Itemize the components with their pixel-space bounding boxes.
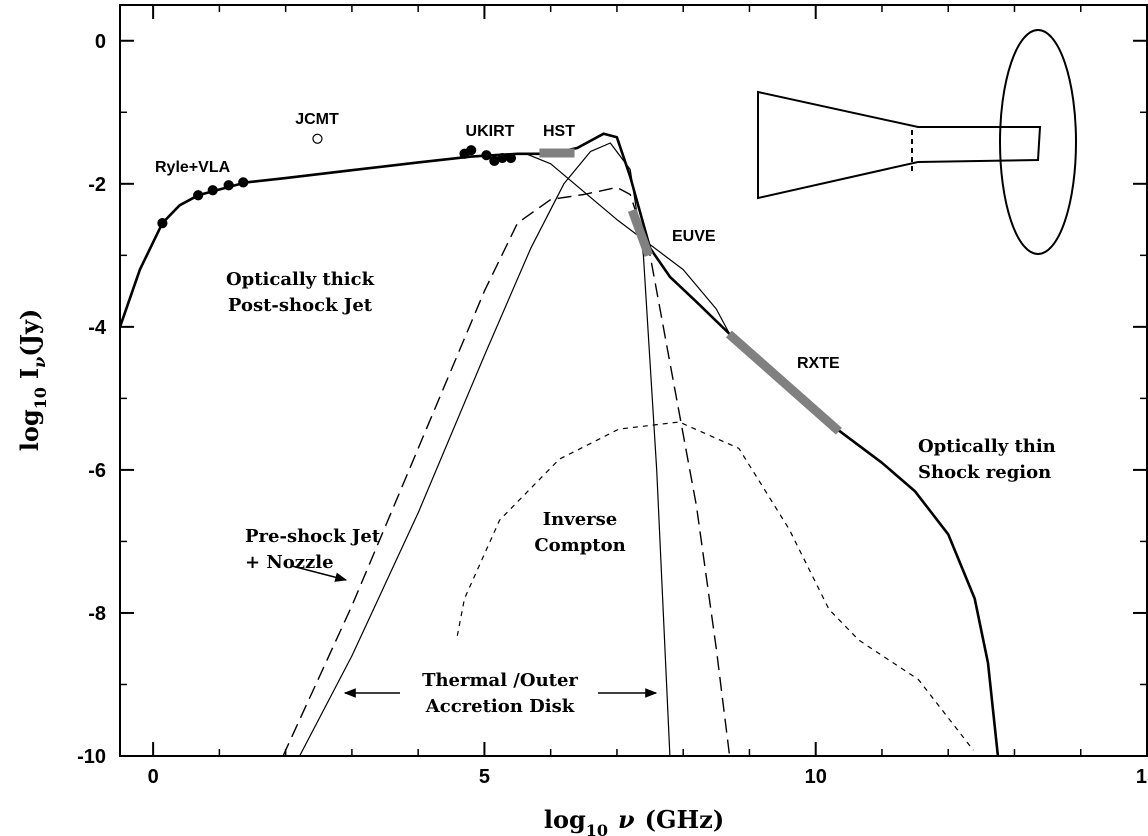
y-title-part: 10	[31, 387, 50, 409]
y-title-part: ν	[30, 357, 49, 368]
annotation: Accretion Disk	[425, 696, 575, 717]
annotation: Thermal /Outer	[422, 670, 578, 691]
annotation: Optically thin	[918, 436, 1056, 457]
instrument-band	[627, 208, 653, 257]
data-point	[193, 190, 204, 201]
disk-shape	[999, 29, 1077, 255]
arrow	[291, 565, 348, 582]
y-tick-label: -6	[88, 460, 106, 482]
plot-frame	[119, 4, 1148, 757]
x-tick-label: 0	[148, 766, 159, 788]
x-tick-label: 10	[805, 766, 827, 788]
series-label: RXTE	[797, 355, 840, 372]
x-title-part: (GHz)	[645, 805, 725, 834]
data-point	[223, 180, 234, 191]
data-point	[157, 218, 168, 229]
data-point	[505, 152, 517, 164]
y-title-part: log	[15, 409, 44, 451]
data-point	[466, 145, 477, 156]
annotation: Shock region	[918, 462, 1051, 483]
model-curve	[120, 132, 1000, 756]
series-label: Ryle+VLA	[155, 159, 231, 176]
model-curve	[523, 152, 731, 335]
inset-diagram	[757, 29, 1077, 255]
jet-shape	[757, 90, 1042, 200]
x-tick-label: 5	[479, 766, 490, 788]
data-point	[238, 177, 249, 188]
series-label: EUVE	[672, 228, 716, 245]
data-point	[497, 152, 508, 164]
x-tick-label: 15	[1136, 766, 1148, 788]
annotation: Compton	[534, 535, 625, 556]
y-title-part: (Jy)	[15, 309, 44, 357]
model-curve	[299, 142, 671, 756]
x-axis-title: log10 ν (GHz)	[544, 805, 724, 836]
y-tick-label: -10	[77, 746, 106, 768]
annotation: Post-shock Jet	[228, 295, 373, 316]
y-tick-label: -2	[88, 174, 106, 196]
instrument-band	[725, 330, 842, 435]
series-label: UKIRT	[466, 123, 515, 140]
data-point	[312, 133, 323, 144]
annotation: Pre-shock Jet	[245, 526, 381, 547]
x-title-part: ν	[618, 805, 635, 834]
series-label: JCMT	[295, 111, 339, 128]
model-curve	[456, 421, 974, 751]
y-title-part: I	[15, 368, 44, 379]
x-title-part: log	[544, 805, 586, 834]
annotation: + Nozzle	[245, 552, 334, 573]
y-tick-label: -4	[88, 317, 107, 339]
data-point	[481, 150, 492, 161]
data-point	[207, 185, 218, 196]
y-axis-title: log10 Iν(Jy)	[15, 309, 50, 452]
series-label: HST	[543, 123, 575, 140]
model-curve	[282, 186, 731, 756]
annotation: Inverse	[543, 509, 618, 530]
y-tick-label: -8	[88, 603, 106, 625]
x-title-part: 10	[586, 821, 608, 836]
annotation: Optically thick	[226, 269, 375, 290]
y-tick-label: 0	[95, 31, 106, 53]
